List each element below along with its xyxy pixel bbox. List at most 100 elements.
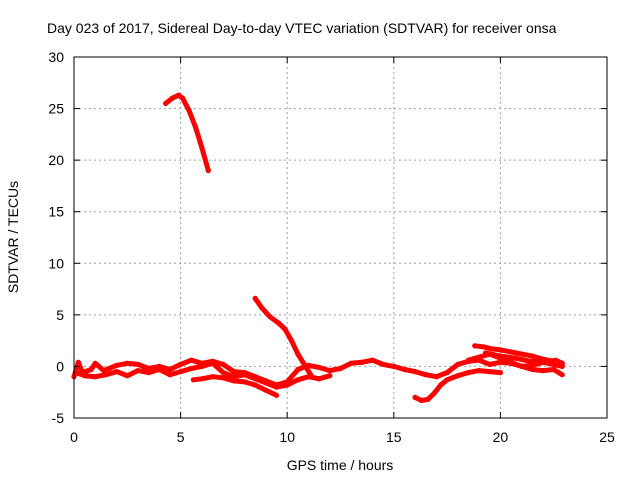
data-point bbox=[114, 362, 120, 368]
data-point bbox=[124, 373, 130, 379]
data-point bbox=[412, 369, 418, 375]
data-point bbox=[489, 346, 495, 352]
axis-ticks bbox=[73, 56, 608, 419]
data-point bbox=[482, 350, 489, 356]
data-point bbox=[242, 372, 248, 378]
data-point bbox=[190, 377, 196, 383]
data-point bbox=[163, 100, 169, 106]
data-point bbox=[348, 360, 354, 366]
data-point bbox=[156, 366, 162, 373]
data-point bbox=[487, 369, 493, 375]
data-point bbox=[316, 376, 322, 382]
data-point bbox=[412, 394, 418, 400]
data-point bbox=[369, 357, 376, 363]
series-peak-arc bbox=[163, 92, 211, 173]
y-tick-label: 0 bbox=[56, 358, 64, 374]
data-point bbox=[114, 369, 120, 375]
data-point bbox=[210, 374, 216, 380]
y-tick-label: 15 bbox=[48, 204, 64, 220]
data-point bbox=[295, 366, 301, 373]
x-tick-label: 0 bbox=[70, 429, 78, 445]
data-point bbox=[559, 360, 565, 366]
data-point bbox=[101, 368, 107, 374]
data-point bbox=[418, 397, 425, 404]
x-tick-label: 5 bbox=[177, 429, 185, 445]
data-point bbox=[295, 377, 301, 383]
data-point bbox=[529, 366, 536, 373]
plot-frame bbox=[73, 56, 608, 419]
data-point bbox=[263, 380, 269, 386]
data-point bbox=[73, 370, 79, 376]
data-point bbox=[305, 362, 312, 368]
data-point bbox=[178, 361, 184, 367]
data-point bbox=[455, 361, 461, 367]
x-tick-label: 20 bbox=[493, 429, 509, 445]
data-point bbox=[295, 351, 301, 357]
data-point bbox=[284, 382, 290, 388]
data-point bbox=[540, 359, 546, 365]
data-point bbox=[391, 363, 397, 369]
data-point bbox=[220, 375, 226, 381]
data-point bbox=[231, 378, 237, 384]
data-point bbox=[480, 344, 486, 350]
data-point bbox=[423, 372, 429, 378]
data-point bbox=[327, 373, 333, 379]
data-point bbox=[231, 369, 237, 375]
y-tick-label: 5 bbox=[56, 307, 64, 323]
data-point bbox=[259, 305, 265, 311]
data-point bbox=[487, 361, 493, 367]
data-point bbox=[519, 363, 525, 369]
chart-title: Day 023 of 2017, Sidereal Day-to-day VTE… bbox=[47, 20, 557, 36]
data-point bbox=[476, 354, 482, 360]
y-tick-label: -5 bbox=[52, 410, 65, 426]
data-point bbox=[527, 358, 533, 364]
data-point bbox=[508, 359, 514, 365]
data-point bbox=[103, 372, 109, 378]
y-tick-label: 10 bbox=[48, 255, 64, 271]
data-point bbox=[540, 368, 546, 374]
data-point bbox=[327, 368, 333, 374]
data-point bbox=[497, 347, 503, 353]
data-point bbox=[205, 167, 211, 174]
data-point bbox=[282, 326, 288, 332]
data-point bbox=[476, 368, 482, 374]
data-point bbox=[252, 382, 258, 388]
data-point bbox=[252, 376, 258, 382]
data-point bbox=[188, 365, 194, 372]
data-point bbox=[438, 382, 444, 388]
y-tick-label: 30 bbox=[48, 49, 64, 65]
y-tick-label: 20 bbox=[48, 152, 64, 168]
data-point bbox=[519, 351, 525, 357]
data-point bbox=[263, 387, 269, 393]
data-point bbox=[553, 357, 559, 363]
data-point bbox=[135, 361, 141, 367]
y-axis-label: SDTVAR / TECUs bbox=[5, 181, 21, 293]
data-point bbox=[559, 372, 565, 378]
data-point bbox=[273, 392, 280, 398]
data-point bbox=[146, 370, 152, 376]
data-point bbox=[180, 95, 186, 101]
data-point bbox=[444, 377, 450, 383]
data-point bbox=[401, 366, 408, 373]
data-point bbox=[472, 343, 478, 349]
data-point bbox=[167, 366, 173, 373]
data-point bbox=[220, 361, 226, 367]
data-point bbox=[508, 349, 514, 355]
data-point bbox=[455, 373, 461, 379]
x-tick-label: 10 bbox=[279, 429, 295, 445]
data-point bbox=[288, 338, 295, 344]
data-point bbox=[169, 95, 175, 101]
data-point bbox=[273, 384, 280, 390]
data-point bbox=[465, 357, 471, 363]
data-point bbox=[178, 369, 184, 375]
data-point bbox=[167, 372, 173, 378]
data-point bbox=[75, 359, 81, 365]
data-point bbox=[431, 390, 437, 396]
data-point bbox=[433, 374, 439, 380]
data-point bbox=[444, 370, 450, 376]
data-point bbox=[337, 365, 344, 372]
data-point bbox=[267, 314, 273, 320]
data-point bbox=[276, 320, 282, 326]
data-point bbox=[242, 379, 248, 385]
